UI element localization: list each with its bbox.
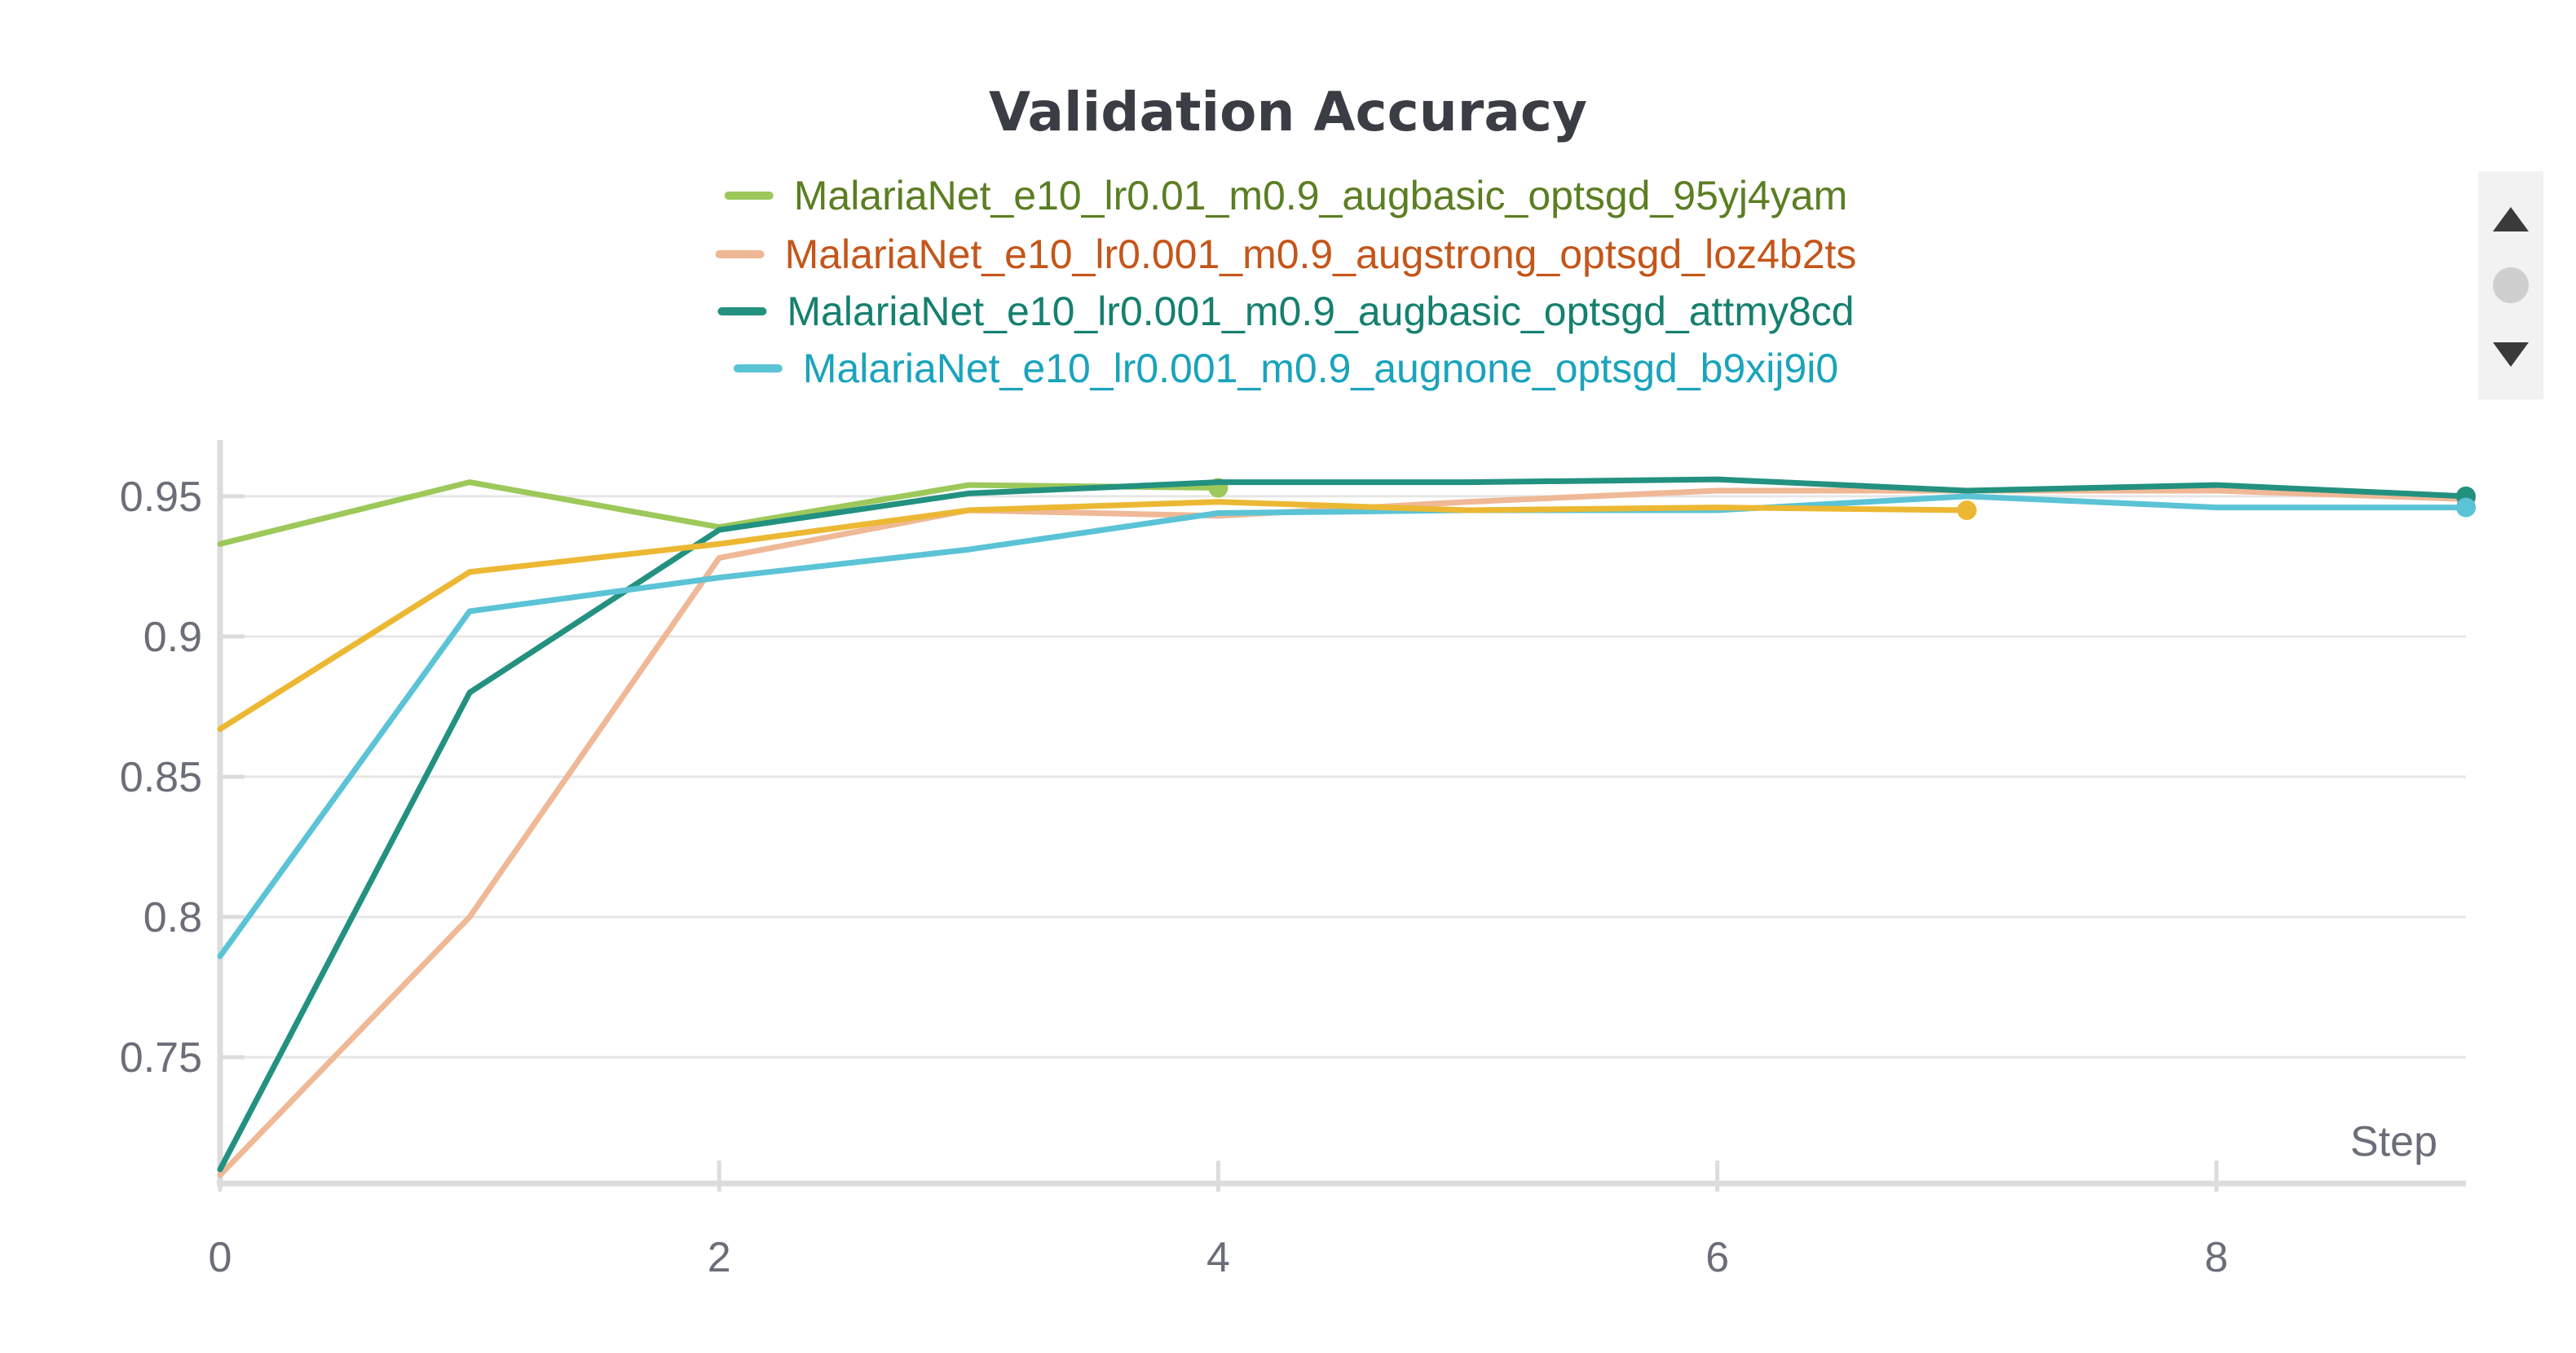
legend-item[interactable]: MalariaNet_e10_lr0.001_m0.9_augbasic_opt…: [717, 289, 1855, 334]
y-tick-label: 0.95: [120, 474, 202, 521]
legend: MalariaNet_e10_lr0.01_m0.9_augbasic_opts…: [715, 173, 1857, 391]
legend-label: MalariaNet_e10_lr0.001_m0.9_augnone_opts…: [803, 346, 1838, 391]
legend-scroller[interactable]: [2478, 171, 2543, 399]
scroll-thumb-icon[interactable]: [2493, 267, 2529, 303]
y-axis-ticks: 0.75 0.8 0.85 0.9 0.95: [120, 474, 245, 1082]
x-axis-ticks: 0 2 4 6 8: [209, 1161, 2228, 1281]
x-tick-label: 6: [1705, 1234, 1729, 1281]
x-axis-label: Step: [2350, 1118, 2437, 1166]
series-line-2: [217, 476, 2469, 1173]
series-end-point-4: [1956, 500, 1977, 521]
triangle-up-icon[interactable]: [2493, 207, 2529, 231]
y-tick-label: 0.9: [143, 614, 202, 661]
legend-item[interactable]: MalariaNet_e10_lr0.001_m0.9_augnone_opts…: [733, 346, 1838, 391]
y-tick-label: 0.85: [120, 754, 202, 801]
x-tick-label: 0: [209, 1234, 232, 1281]
triangle-down-icon[interactable]: [2493, 342, 2529, 367]
series-line-4: [217, 499, 1970, 732]
legend-label: MalariaNet_e10_lr0.001_m0.9_augstrong_op…: [785, 231, 1857, 277]
series-end-point-3: [2456, 497, 2476, 518]
legend-item[interactable]: MalariaNet_e10_lr0.001_m0.9_augstrong_op…: [715, 231, 1857, 277]
legend-label: MalariaNet_e10_lr0.001_m0.9_augbasic_opt…: [787, 289, 1854, 334]
series-line-1: [217, 487, 2469, 1179]
legend-item[interactable]: MalariaNet_e10_lr0.01_m0.9_augbasic_opts…: [724, 173, 1848, 218]
chart-title: Validation Accuracy: [989, 81, 1587, 143]
x-tick-label: 2: [708, 1234, 731, 1281]
legend-label: MalariaNet_e10_lr0.01_m0.9_augbasic_opts…: [794, 173, 1848, 218]
grid-lines: [220, 495, 2466, 1059]
x-tick-label: 8: [2204, 1234, 2228, 1281]
y-tick-label: 0.8: [143, 894, 202, 941]
series-lines: [217, 476, 2476, 1179]
series-line-3: [217, 493, 2469, 959]
x-tick-label: 4: [1206, 1234, 1230, 1281]
y-tick-label: 0.75: [120, 1034, 202, 1082]
